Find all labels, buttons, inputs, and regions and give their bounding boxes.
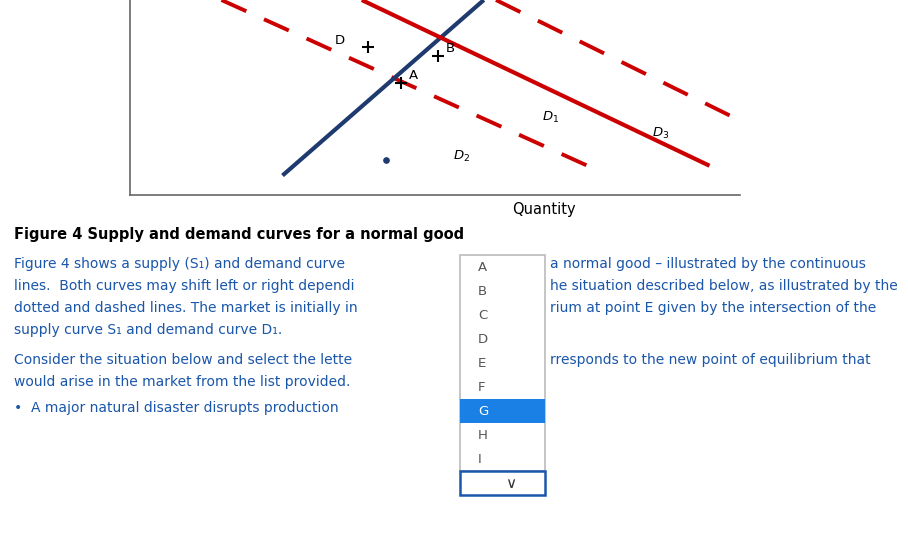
Text: Consider the situation below and select the lette: Consider the situation below and select … xyxy=(14,353,352,367)
Text: ∨: ∨ xyxy=(506,476,517,491)
Text: I: I xyxy=(478,453,482,465)
Text: $D_1$: $D_1$ xyxy=(542,110,559,125)
Text: B: B xyxy=(478,285,487,298)
Text: lines.  Both curves may shift left or right dependi: lines. Both curves may shift left or rig… xyxy=(14,279,354,293)
Bar xyxy=(460,255,545,471)
Text: H: H xyxy=(478,428,488,442)
Text: he situation described below, as illustrated by the: he situation described below, as illustr… xyxy=(550,279,898,293)
Text: a normal good – illustrated by the continuous: a normal good – illustrated by the conti… xyxy=(550,257,866,271)
Text: B: B xyxy=(445,42,455,55)
Text: D: D xyxy=(334,34,344,47)
Text: dotted and dashed lines. The market is initially in: dotted and dashed lines. The market is i… xyxy=(14,301,358,315)
Text: G: G xyxy=(478,405,489,417)
Text: supply curve S₁ and demand curve D₁.: supply curve S₁ and demand curve D₁. xyxy=(14,323,282,337)
Text: F: F xyxy=(478,380,486,394)
Text: E: E xyxy=(478,357,487,370)
Text: Figure 4 Supply and demand curves for a normal good: Figure 4 Supply and demand curves for a … xyxy=(14,227,464,242)
Bar xyxy=(460,471,545,495)
Text: would arise in the market from the list provided.: would arise in the market from the list … xyxy=(14,375,350,389)
Text: •  A major natural disaster disrupts production: • A major natural disaster disrupts prod… xyxy=(14,401,339,415)
Text: A: A xyxy=(409,70,418,82)
Text: D: D xyxy=(478,332,489,346)
Bar xyxy=(460,399,545,423)
Text: Figure 4 shows a supply (S₁) and demand curve: Figure 4 shows a supply (S₁) and demand … xyxy=(14,257,345,271)
Text: rresponds to the new point of equilibrium that: rresponds to the new point of equilibriu… xyxy=(550,353,871,367)
Text: C: C xyxy=(478,309,488,322)
Text: Quantity: Quantity xyxy=(512,201,576,216)
Text: rium at point E given by the intersection of the: rium at point E given by the intersectio… xyxy=(550,301,876,315)
Text: $D_2$: $D_2$ xyxy=(453,149,470,164)
Text: A: A xyxy=(478,261,487,274)
Text: $D_3$: $D_3$ xyxy=(652,125,669,141)
